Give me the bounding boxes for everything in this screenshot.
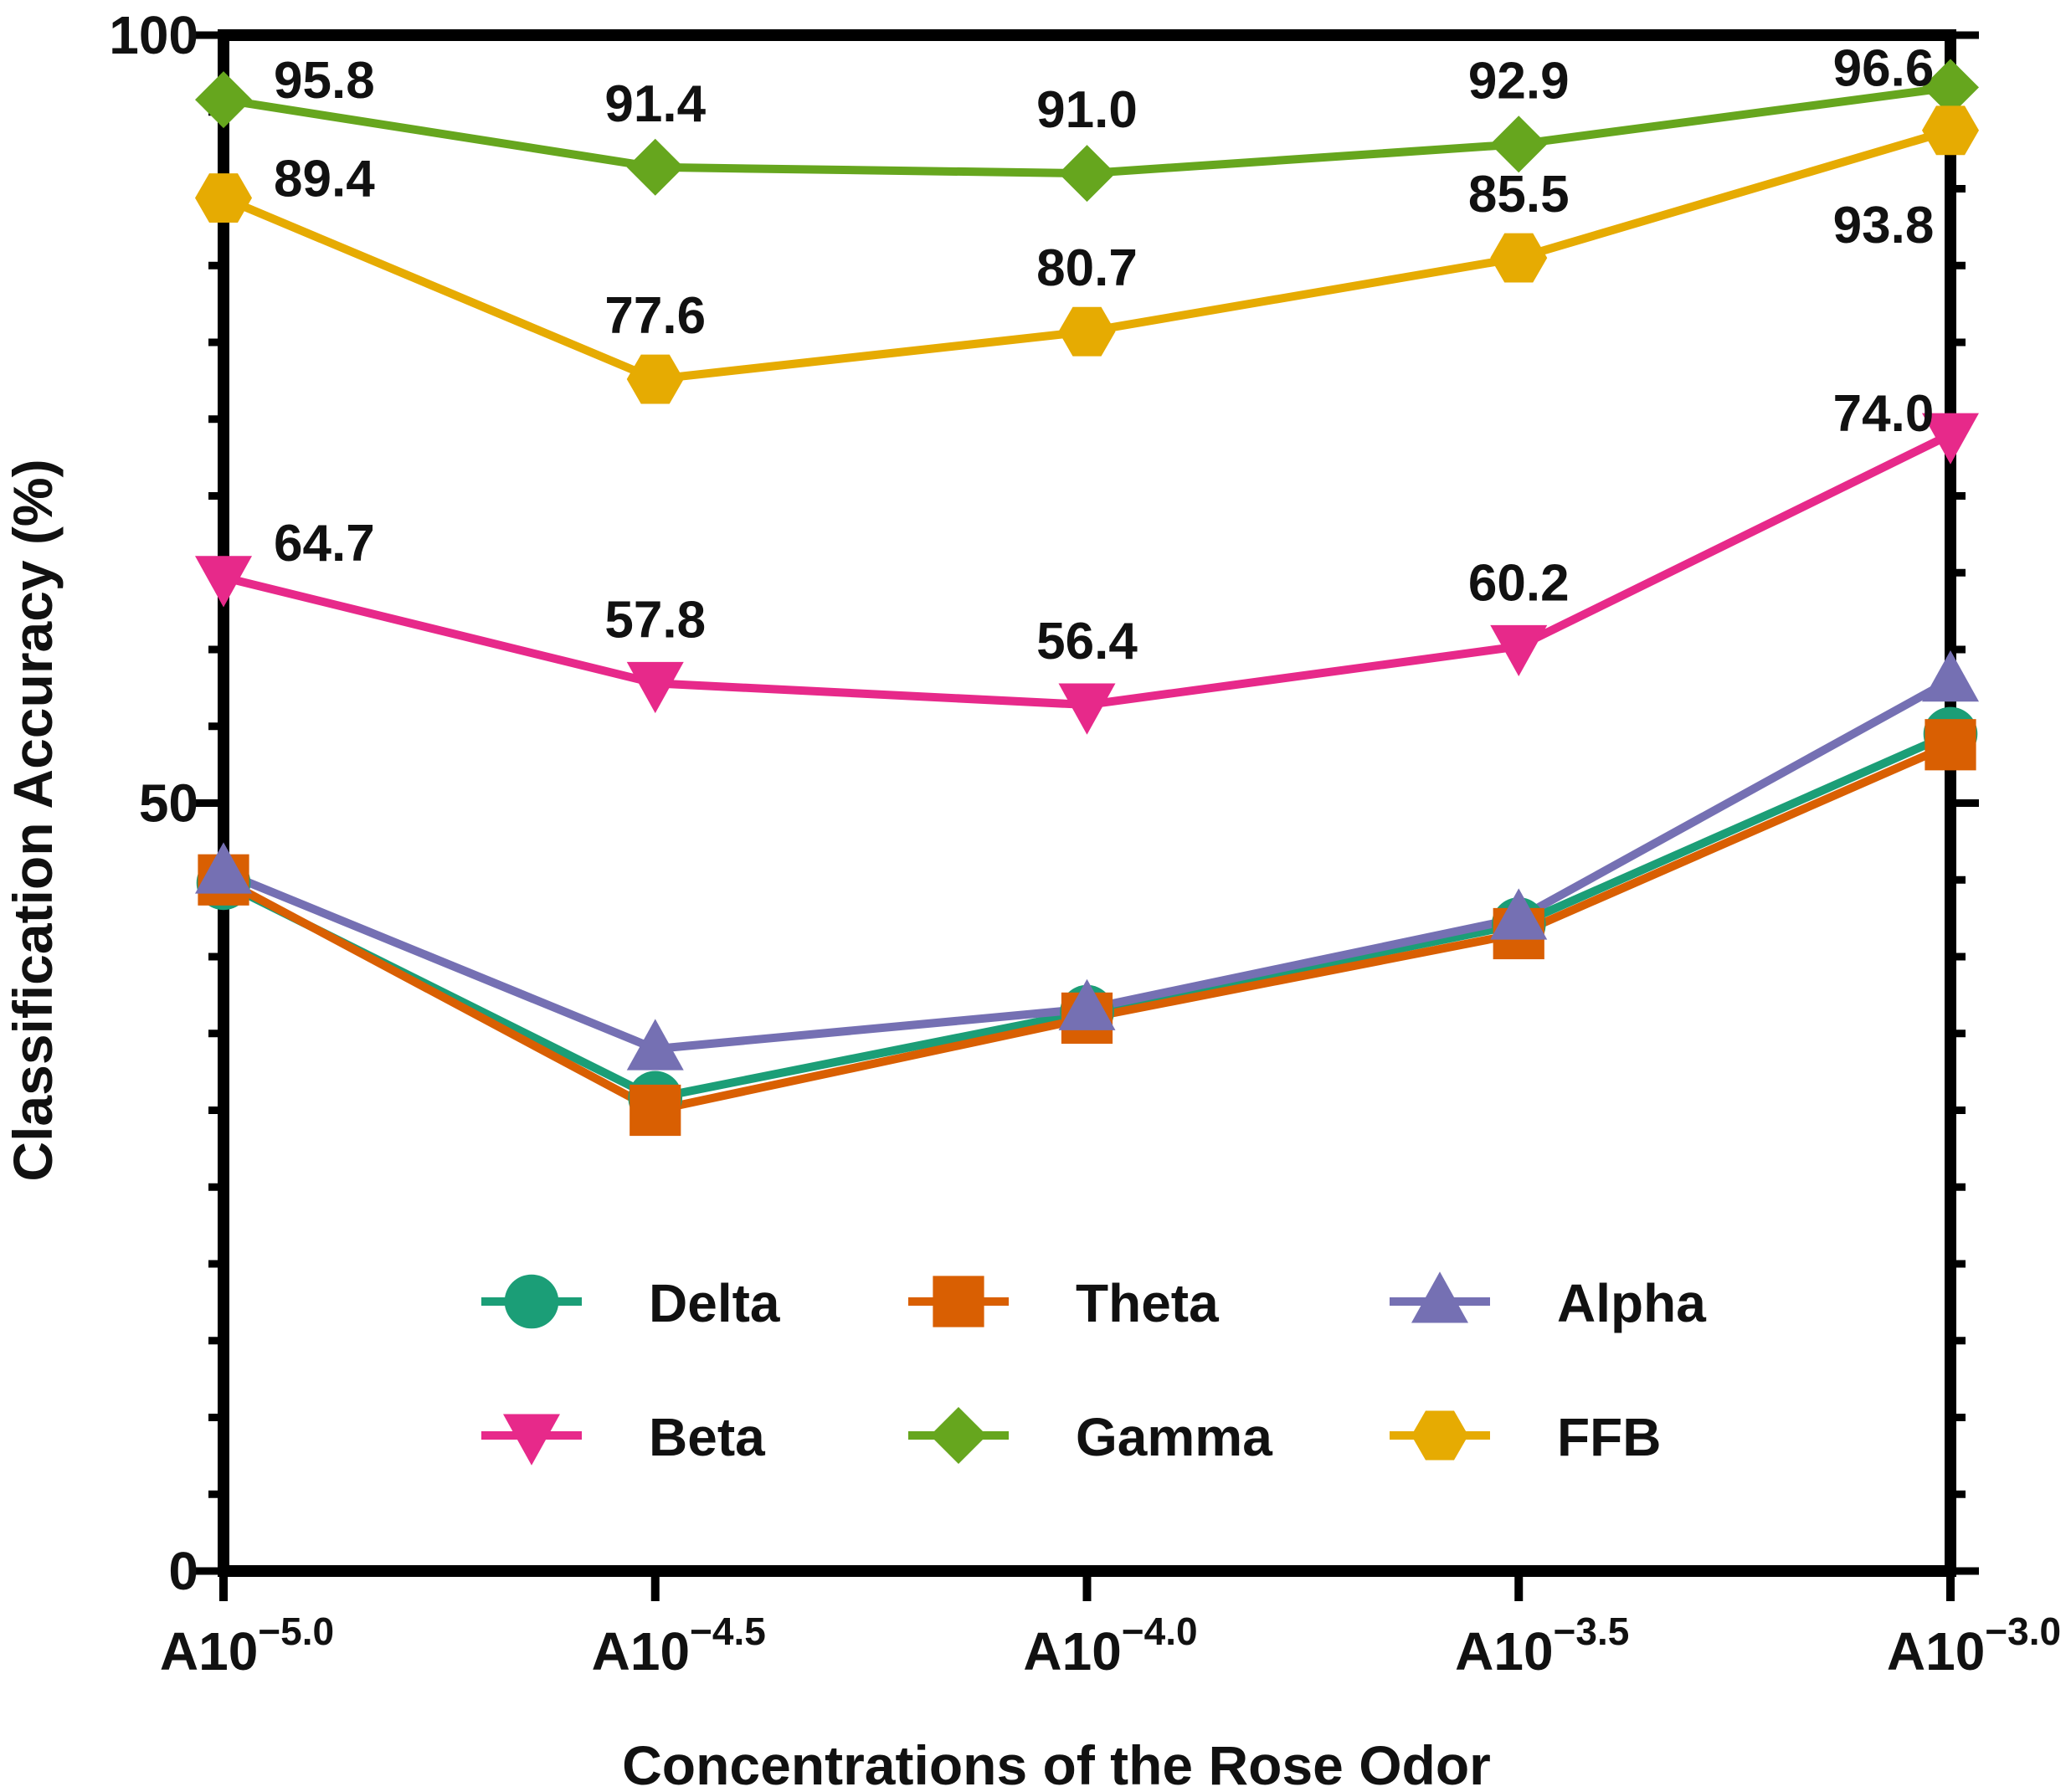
- legend-label: Gamma: [1076, 1407, 1272, 1467]
- data-label-gamma: 96.6: [1833, 39, 1935, 97]
- x-tick-exponent: −4.5: [690, 1610, 766, 1653]
- marker-alpha: [1058, 978, 1116, 1030]
- marker-gamma: [195, 71, 252, 129]
- marker-ffb: [1058, 306, 1116, 357]
- data-label-beta: 60.2: [1468, 554, 1570, 612]
- data-label-ffb: 80.7: [1036, 239, 1138, 297]
- legend-marker: [1411, 1410, 1468, 1461]
- data-label-gamma: 95.8: [274, 52, 375, 110]
- x-tick-label: A10−3.0: [1887, 1610, 2061, 1682]
- x-tick-label: A10−4.0: [1023, 1610, 1197, 1682]
- marker-theta: [630, 1084, 681, 1137]
- data-label-ffb: 85.5: [1468, 166, 1570, 223]
- marker-alpha: [626, 1019, 684, 1071]
- marker-alpha: [1490, 888, 1548, 940]
- y-tick-label: 100: [109, 5, 198, 65]
- marker-ffb: [1922, 105, 1979, 156]
- legend-label: Theta: [1076, 1273, 1219, 1333]
- x-tick-base: A10: [592, 1621, 690, 1682]
- data-label-ffb: 89.4: [274, 151, 375, 208]
- marker-ffb: [195, 173, 252, 223]
- marker-gamma: [1058, 145, 1116, 203]
- data-label-beta: 64.7: [274, 515, 375, 573]
- legend-marker: [504, 1274, 559, 1329]
- x-tick-exponent: −5.0: [258, 1610, 334, 1653]
- marker-gamma: [1490, 116, 1548, 173]
- data-label-beta: 56.4: [1036, 613, 1138, 670]
- marker-gamma: [626, 138, 684, 196]
- x-tick-base: A10: [1455, 1621, 1553, 1682]
- marker-ffb: [626, 354, 684, 404]
- legend-item-delta: Delta: [481, 1273, 780, 1333]
- x-tick-base: A10: [1887, 1621, 1985, 1682]
- data-label-gamma: 91.0: [1036, 81, 1138, 139]
- y-tick-label: 0: [168, 1541, 198, 1601]
- data-labels: 64.7 57.8 56.4 60.2 74.0 95.8 91.4 91.0 92.9 96.6…: [274, 39, 1934, 670]
- data-label-gamma: 91.4: [604, 75, 706, 133]
- legend-item-alpha: Alpha: [1390, 1271, 1706, 1333]
- x-tick-exponent: −3.5: [1554, 1610, 1630, 1653]
- legend-item-ffb: FFB: [1390, 1407, 1661, 1467]
- legend-item-gamma: Gamma: [908, 1407, 1272, 1467]
- legend-marker: [933, 1276, 984, 1327]
- y-tick-label: 50: [139, 773, 198, 834]
- x-tick-exponent: −4.0: [1122, 1610, 1198, 1653]
- marker-beta: [1922, 413, 1979, 465]
- data-label-beta: 74.0: [1833, 385, 1935, 443]
- x-tick-label: A10−4.5: [592, 1610, 766, 1682]
- data-label-beta: 57.8: [604, 591, 706, 649]
- data-label-ffb: 93.8: [1833, 197, 1935, 254]
- x-tick-base: A10: [160, 1621, 258, 1682]
- legend-item-theta: Theta: [908, 1273, 1219, 1333]
- marker-theta: [1925, 719, 1976, 771]
- marker-beta: [1058, 683, 1116, 735]
- marker-alpha: [195, 842, 252, 894]
- legend-label: Alpha: [1557, 1273, 1706, 1333]
- series-line-theta: [221, 741, 1953, 1115]
- marker-gamma: [1922, 59, 1979, 116]
- x-tick-exponent: −3.0: [1985, 1610, 2061, 1653]
- data-label-ffb: 77.6: [604, 287, 706, 345]
- marker-ffb: [1490, 233, 1548, 283]
- marker-beta: [195, 556, 252, 608]
- x-tick-label: A10−3.5: [1455, 1610, 1629, 1682]
- legend-marker: [930, 1407, 987, 1464]
- x-tick-label: A10−5.0: [160, 1610, 334, 1682]
- legend-marker: [503, 1414, 560, 1466]
- y-axis-title: Classification Accuracy (%): [2, 459, 64, 1181]
- legend: Delta Theta Alpha Beta Gamma FFB: [481, 1271, 1706, 1467]
- marker-beta: [1490, 624, 1548, 677]
- legend-marker: [1411, 1271, 1468, 1323]
- legend-label: FFB: [1557, 1407, 1661, 1467]
- marker-beta: [626, 661, 684, 714]
- legend-label: Beta: [649, 1407, 765, 1467]
- legend-item-beta: Beta: [481, 1407, 765, 1467]
- data-label-gamma: 92.9: [1468, 52, 1570, 110]
- x-tick-base: A10: [1023, 1621, 1121, 1682]
- series-markers: [195, 59, 1979, 1137]
- legend-label: Delta: [649, 1273, 780, 1333]
- marker-alpha: [1922, 650, 1979, 702]
- x-axis-title: Concentrations of the Rose Odor: [622, 1734, 1491, 1792]
